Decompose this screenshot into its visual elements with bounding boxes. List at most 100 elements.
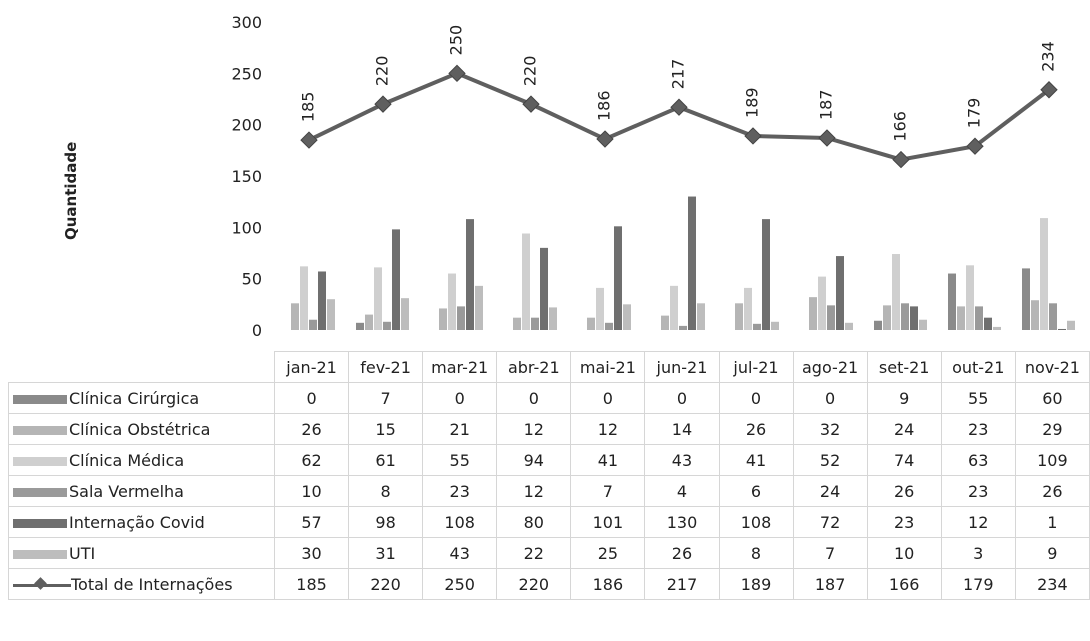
bar bbox=[735, 303, 743, 330]
bar bbox=[874, 320, 882, 330]
bar bbox=[623, 304, 631, 330]
data-label: 189 bbox=[743, 87, 762, 118]
table-cell: 189 bbox=[718, 568, 794, 600]
bar bbox=[1031, 300, 1039, 330]
table-header-cell: nov-21 bbox=[1014, 351, 1090, 383]
bar bbox=[475, 285, 483, 330]
table-cell: 23 bbox=[422, 475, 498, 507]
table-cell: 101 bbox=[570, 506, 646, 538]
table-cell: 26 bbox=[274, 413, 350, 445]
table-corner bbox=[9, 352, 275, 383]
legend-entry: Sala Vermelha bbox=[7, 475, 276, 507]
bar bbox=[883, 305, 891, 330]
legend-swatch bbox=[13, 425, 67, 435]
table-header-cell: set-21 bbox=[866, 351, 942, 383]
table-cell: 3 bbox=[940, 537, 1016, 569]
table-cell: 63 bbox=[940, 444, 1016, 476]
table-cell: 0 bbox=[496, 382, 572, 414]
legend-swatch bbox=[13, 518, 67, 528]
bar bbox=[457, 306, 465, 330]
bar bbox=[596, 287, 604, 330]
table-cell: 61 bbox=[348, 444, 424, 476]
bar bbox=[318, 271, 326, 330]
line-point bbox=[892, 150, 910, 169]
table-cell: 12 bbox=[570, 413, 646, 445]
table-cell: 0 bbox=[718, 382, 794, 414]
legend-swatch bbox=[13, 394, 67, 404]
line-point bbox=[374, 95, 392, 113]
table-cell: 29 bbox=[1014, 413, 1090, 445]
bar bbox=[753, 323, 761, 330]
table-cell: 108 bbox=[718, 506, 794, 538]
table-cell: 80 bbox=[496, 506, 572, 538]
bar bbox=[975, 306, 983, 330]
table-cell: 23 bbox=[940, 413, 1016, 445]
legend-entry: Clínica Obstétrica bbox=[7, 413, 276, 445]
data-label: 179 bbox=[965, 98, 984, 129]
y-tick-label: 200 bbox=[231, 116, 262, 135]
bar bbox=[744, 287, 752, 330]
table-cell: 108 bbox=[422, 506, 498, 538]
table-cell: 166 bbox=[866, 568, 942, 600]
table-cell: 74 bbox=[866, 444, 942, 476]
table-cell: 7 bbox=[570, 475, 646, 507]
bar bbox=[679, 325, 687, 330]
table-cell: 15 bbox=[348, 413, 424, 445]
bar bbox=[993, 326, 1001, 330]
bar bbox=[513, 317, 521, 330]
bar bbox=[448, 273, 456, 330]
table-cell: 130 bbox=[644, 506, 720, 538]
bar bbox=[383, 321, 391, 330]
table-cell: 0 bbox=[422, 382, 498, 414]
legend-label: Clínica Obstétrica bbox=[69, 419, 211, 439]
bar bbox=[309, 319, 317, 330]
table-cell: 52 bbox=[792, 444, 868, 476]
table-row: Clínica Obstétrica 26 15 21 12 12 14 26 32 24 23 29 bbox=[7, 413, 1090, 445]
legend-label: UTI bbox=[69, 543, 96, 563]
bar bbox=[661, 315, 669, 330]
bar bbox=[439, 308, 447, 330]
y-tick-label: 150 bbox=[231, 167, 262, 186]
table-cell: 220 bbox=[496, 568, 572, 600]
table-cell: 23 bbox=[940, 475, 1016, 507]
table-cell: 0 bbox=[792, 382, 868, 414]
table-cell: 57 bbox=[274, 506, 350, 538]
bar bbox=[688, 196, 696, 330]
data-label: 185 bbox=[299, 92, 318, 123]
table-cell: 9 bbox=[1014, 537, 1090, 569]
bar bbox=[809, 297, 817, 330]
table-header-cell: abr-21 bbox=[496, 351, 572, 383]
bar bbox=[1022, 268, 1030, 330]
table-cell: 4 bbox=[644, 475, 720, 507]
table-cell: 234 bbox=[1014, 568, 1090, 600]
bar bbox=[605, 322, 613, 330]
bar bbox=[892, 254, 900, 330]
table-cell: 60 bbox=[1014, 382, 1090, 414]
bar bbox=[401, 298, 409, 330]
legend-label: Total de Internações bbox=[71, 574, 233, 594]
table-row: Clínica Médica 62 61 55 94 41 43 41 52 74 63 109 bbox=[7, 444, 1090, 476]
table-cell: 41 bbox=[718, 444, 794, 476]
bar bbox=[291, 303, 299, 330]
table-row: UTI 30 31 43 22 25 26 8 7 10 3 9 bbox=[7, 537, 1090, 569]
data-label: 186 bbox=[595, 90, 614, 121]
bar bbox=[549, 307, 557, 330]
bar bbox=[392, 229, 400, 330]
table-cell: 21 bbox=[422, 413, 498, 445]
table-row: Total de Internações 185 220 250 220 186 217 18… bbox=[7, 568, 1090, 600]
table-cell: 6 bbox=[718, 475, 794, 507]
table-cell: 220 bbox=[348, 568, 424, 600]
table-cell: 22 bbox=[496, 537, 572, 569]
table-cell: 26 bbox=[644, 537, 720, 569]
table-row: Internação Covid 57 98 108 80 101 130 108 72 23 12… bbox=[7, 506, 1090, 538]
bar bbox=[614, 226, 622, 330]
data-table: jan-21 fev-21 mar-21 abr-21 mai-21 jun-21 jul-… bbox=[7, 351, 1090, 600]
data-label: 217 bbox=[669, 59, 688, 90]
table-cell: 7 bbox=[348, 382, 424, 414]
data-label: 234 bbox=[1039, 41, 1058, 72]
bar bbox=[984, 317, 992, 330]
bar bbox=[1067, 320, 1075, 330]
table-cell: 8 bbox=[718, 537, 794, 569]
table-cell: 0 bbox=[570, 382, 646, 414]
legend-entry: Total de Internações bbox=[7, 568, 276, 600]
